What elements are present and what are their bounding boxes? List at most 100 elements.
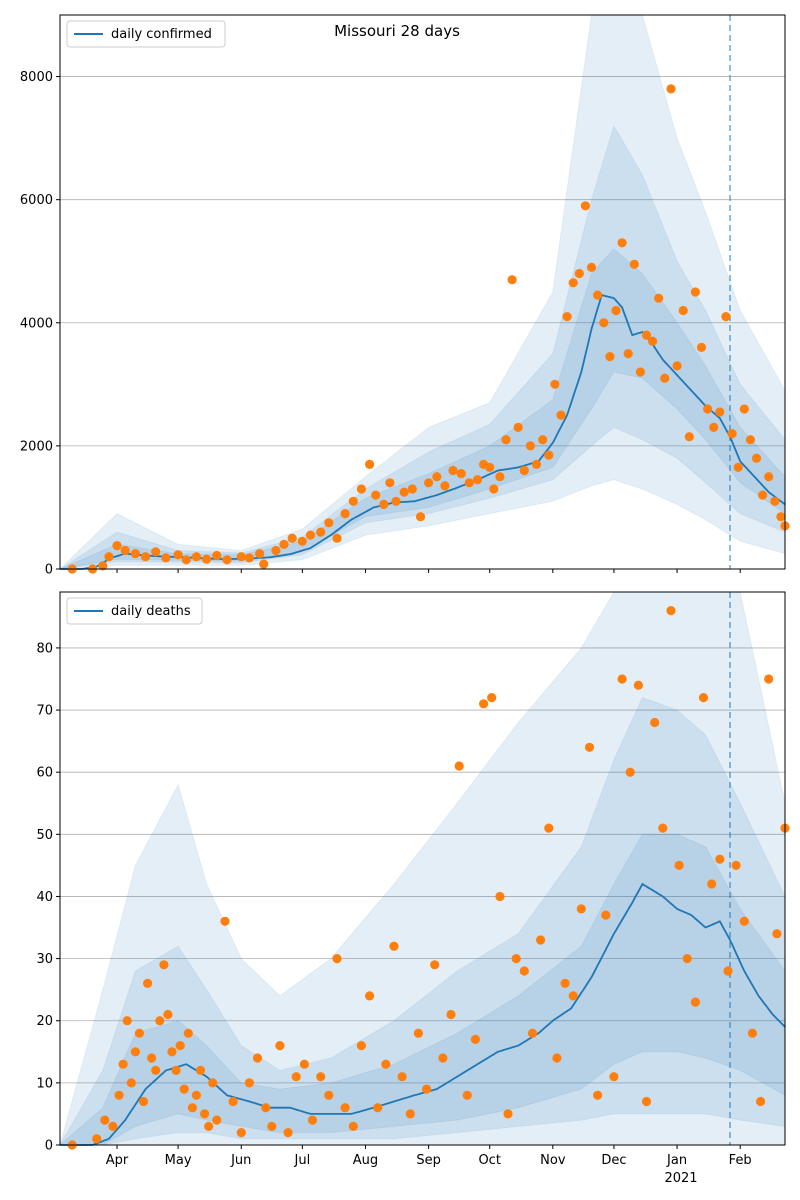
deaths-observed-point [503,1109,513,1119]
deaths-legend-box [66,597,203,625]
deaths-observed-point [365,991,375,1001]
confirmed-observed-point [562,312,572,322]
deaths-observed-point [175,1041,185,1051]
deaths-observed-point [633,680,644,690]
deaths-observed-point [332,954,342,964]
confirmed-observed-point [348,496,358,506]
confirmed-chart-panel: 0 2000 4000 6000 8000 Missouri 28 days daily… [20,14,790,578]
confirmed-observed-point [371,490,381,500]
confirmed-observed-point [715,407,725,417]
confirmed-observed-point [733,462,743,472]
confirmed-observed-point [399,487,409,497]
deaths-observed-point [462,1090,472,1100]
deaths-observed-point [126,1078,136,1088]
deaths-x-tick-label: Jan [666,1153,687,1168]
confirmed-observed-point [202,554,212,564]
confirmed-observed-point [407,484,417,494]
deaths-x-tick-label: Oct [478,1153,500,1168]
confirmed-observed-point [574,268,584,279]
deaths-observed-point [487,693,497,703]
deaths-observed-point [195,1065,206,1075]
deaths-observed-point [348,1121,358,1131]
deaths-observed-point [519,966,529,976]
deaths-plot-frame [59,591,786,1146]
confirmed-observed-point [758,490,768,500]
deaths-observed-point [560,978,570,989]
deaths-observed-point [118,1059,128,1069]
deaths-y-tick-label: 20 [36,1014,53,1029]
confirmed-observed-point [379,499,389,509]
deaths-observed-point [454,761,464,771]
deaths-observed-point [552,1053,562,1063]
deaths-observed-point [617,674,627,684]
confirmed-observed-point [519,465,529,476]
deaths-y-tick-label: 50 [36,828,53,843]
deaths-x-tick-label: Jul [294,1153,311,1168]
deaths-model-line [60,882,786,1146]
confirmed-y-tick-label: 2000 [20,439,53,454]
confirmed-observed-point [255,549,265,559]
deaths-observed-point [584,742,595,752]
deaths-observed-point [130,1047,140,1057]
confirmed-observed-point [513,422,523,432]
confirmed-observed-point [151,547,161,557]
deaths-y-tick-label: 70 [36,704,53,719]
confirmed-observed-point [770,496,780,506]
confirmed-observed-point [641,330,652,340]
confirmed-observed-point [456,469,466,479]
deaths-observed-point [183,1028,193,1038]
confirmed-observed-point [391,496,401,506]
deaths-observed-point [430,960,440,970]
deaths-x-axis: Apr May Jun Jul Aug Sep Oct Nov Dec Jan Feb [106,1145,752,1168]
confirmed-observed-point [599,318,609,328]
confirmed-observed-point [672,361,682,371]
deaths-observed-point [527,1028,538,1038]
deaths-observed-point [171,1065,181,1075]
confirmed-y-tick-label: 6000 [20,193,53,208]
confirmed-observed-point [297,536,307,546]
deaths-observed-point [446,1009,456,1020]
confirmed-observed-point [727,429,737,439]
confirmed-observed-point [140,552,151,562]
deaths-observed-point [544,823,554,833]
deaths-observed-point [764,674,774,684]
deaths-observed-point [739,916,749,926]
deaths-x-tick-label: Aug [353,1153,378,1168]
confirmed-observed-point [332,533,342,543]
deaths-observed-point [267,1121,277,1131]
confirmed-observed-point [191,552,201,562]
deaths-observed-point [674,860,684,871]
deaths-observed-point [536,935,546,945]
confirmed-observed-point [305,530,316,540]
confirmed-observed-point [635,367,646,377]
deaths-observed-point [252,1053,263,1063]
confirmed-observed-point [98,561,108,571]
confirmed-observed-point [432,472,442,482]
deaths-x-tick-label: Apr [106,1153,129,1168]
confirmed-observed-point [764,472,774,482]
deaths-observed-point [159,960,169,970]
confirmed-observed-point [356,484,366,494]
deaths-observed-point [204,1121,214,1131]
deaths-y-tick-label: 40 [36,890,53,905]
confirmed-y-tick-label: 4000 [20,316,53,331]
confirmed-observed-point [568,278,578,288]
deaths-observed-point [143,978,153,989]
deaths-observed-point [593,1090,603,1100]
confirmed-observed-point [464,478,474,488]
deaths-observed-point [138,1096,149,1107]
deaths-chart-panel: 0 10 20 30 40 50 60 70 80 Apr May Jun Jul Aug Sep Oct N… [36,591,790,1186]
deaths-observed-point [155,1016,165,1026]
confirmed-observed-point [586,262,597,272]
deaths-observed-point [307,1115,318,1125]
confirmed-observed-point [120,545,130,556]
confirmed-observed-point [495,472,505,482]
confirmed-observed-point [236,552,246,562]
confirmed-y-tick-label: 8000 [20,70,53,85]
deaths-observed-point [715,854,725,864]
confirmed-observed-point [593,290,603,300]
confirmed-observed-point [654,293,664,303]
deaths-observed-point [438,1053,448,1063]
confirmed-observed-points [67,84,790,574]
deaths-observed-point [470,1034,480,1044]
